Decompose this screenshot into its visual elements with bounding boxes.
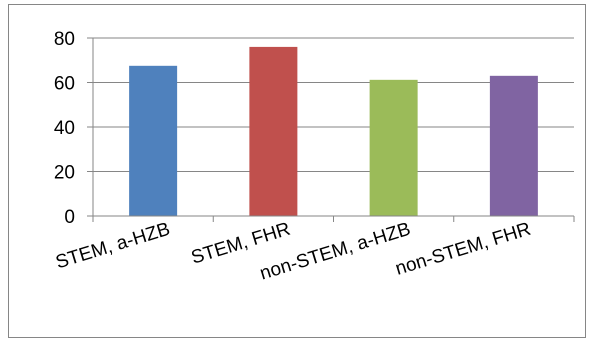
x-category-label: non-STEM, FHR	[393, 219, 533, 280]
y-tick-label: 20	[54, 163, 75, 184]
y-axis-ticks: 0 20 40 60 80	[54, 29, 93, 228]
bar	[249, 46, 298, 217]
y-tick-label: 0	[64, 207, 75, 228]
bar	[489, 75, 538, 216]
y-tick-label: 60	[54, 74, 75, 95]
y-tick-label: 40	[54, 118, 75, 139]
y-tick-label: 80	[54, 29, 75, 50]
bar	[369, 79, 418, 216]
axes	[92, 38, 575, 222]
bars	[129, 46, 538, 217]
bar	[129, 65, 178, 216]
